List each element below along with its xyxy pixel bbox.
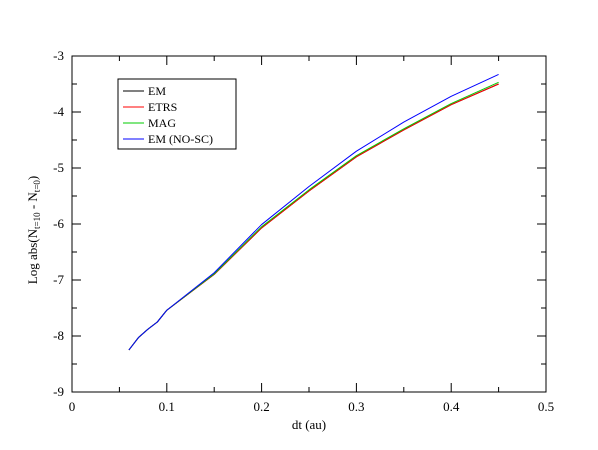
y-axis-title-suffix: ) <box>25 176 40 180</box>
x-tick-label: 0.5 <box>538 399 554 414</box>
x-tick-label: 0.2 <box>253 399 269 414</box>
y-axis-title-subscript-2: t=0 <box>32 180 42 193</box>
y-tick-label: -9 <box>53 384 64 399</box>
x-axis-title: dt (au) <box>292 417 326 432</box>
x-tick-label: 0.3 <box>348 399 364 414</box>
y-tick-label: -6 <box>53 216 64 231</box>
x-axis: 0 0.1 0.2 0.3 0.4 0.5 <box>69 56 554 414</box>
legend-label: EM <box>148 84 166 98</box>
y-axis: -9 -8 -7 -6 -5 -4 -3 <box>53 48 546 399</box>
legend-label: EM (NO-SC) <box>148 132 213 146</box>
y-tick-label: -5 <box>53 160 64 175</box>
series-lines <box>128 74 499 351</box>
series-line-em-no-sc <box>128 74 499 351</box>
y-axis-title-subscript-1: t=10 <box>32 212 42 229</box>
y-axis-title: Log abs(Nt=10 - Nt=0) <box>25 176 42 284</box>
x-tick-label: 0 <box>69 399 76 414</box>
legend-label: ETRS <box>148 100 177 114</box>
y-tick-label: -4 <box>53 104 64 119</box>
legend-label: MAG <box>148 116 176 130</box>
y-tick-label: -8 <box>53 328 64 343</box>
x-tick-label: 0.4 <box>443 399 460 414</box>
legend: EM ETRS MAG EM (NO-SC) <box>117 78 237 150</box>
x-tick-label: 0.1 <box>159 399 175 414</box>
y-axis-title-mid: - N <box>25 192 40 213</box>
y-tick-label: -3 <box>53 48 64 63</box>
y-axis-title-prefix: Log abs(N <box>25 228 40 284</box>
y-tick-label: -7 <box>53 272 64 287</box>
